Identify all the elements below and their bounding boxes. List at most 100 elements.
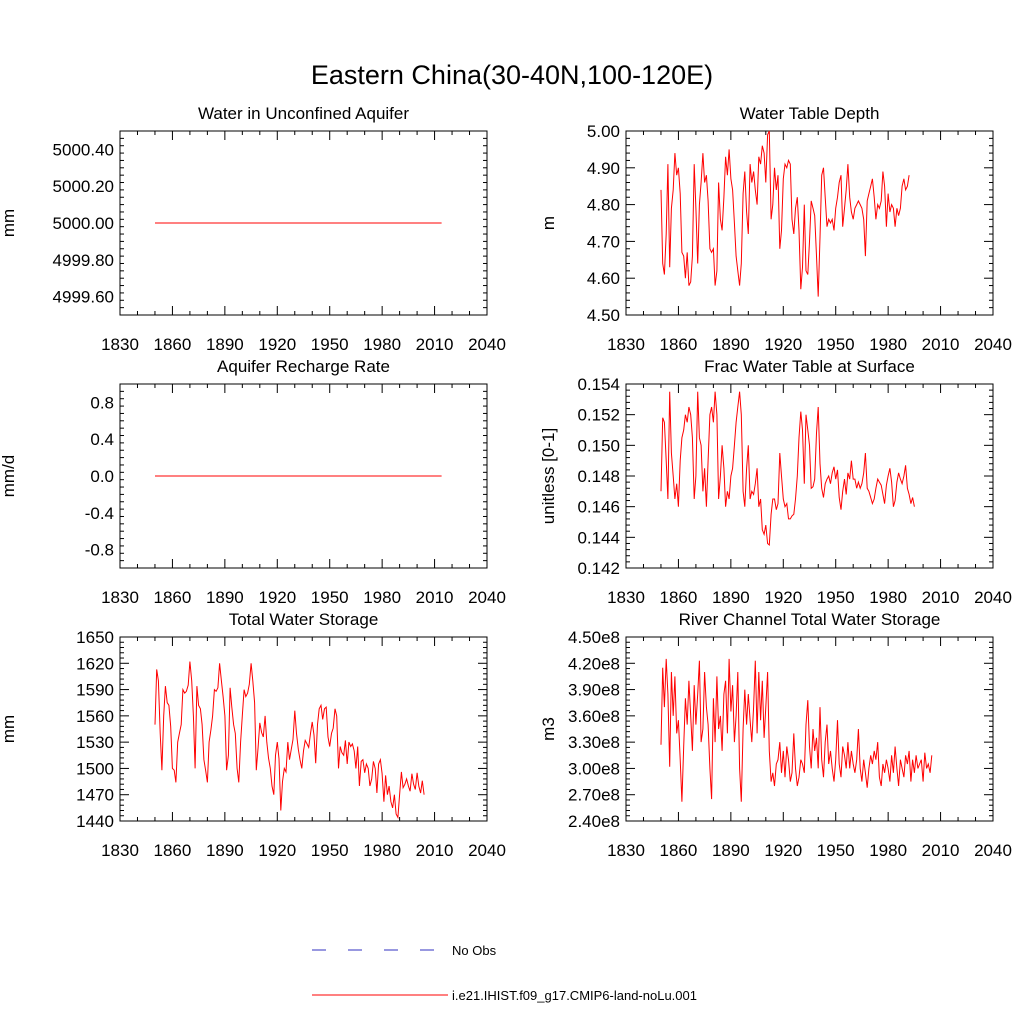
x-tick-label: 1860 [660,841,698,860]
x-tick-label: 1830 [101,335,139,354]
series-line [660,391,915,547]
legend-obs-label: No Obs [452,943,497,958]
panel-5: Total Water Storage mm 1830 1860 1890 1920 195… [0,610,506,860]
x-tick-label: 1980 [869,841,907,860]
x-tick-label: 1860 [154,335,192,354]
y-axis-label: mm/d [0,455,18,498]
x-tick-label: 1980 [363,335,401,354]
y-tick-label: 2.70e8 [568,786,620,805]
plot-frame [625,383,994,569]
panel-3: Aquifer Recharge Rate mm/d 1830 1860 1890 192… [0,357,506,607]
y-axis-label: mm [0,715,18,743]
y-tick-label: 5.00 [587,122,620,141]
y-tick-label: 0.144 [577,528,620,547]
y-tick-label: 4.20e8 [568,654,620,673]
y-tick-label: 3.60e8 [568,707,620,726]
y-tick-label: 3.00e8 [568,759,620,778]
x-tick-label: 1980 [363,841,401,860]
plot-frame [119,383,488,569]
y-tick-label: 1650 [76,628,114,647]
x-tick-label: 1890 [712,335,750,354]
x-tick-label: 1890 [206,588,244,607]
x-tick-label: 2040 [974,841,1012,860]
plot-frame [119,130,488,316]
y-axis-label: m3 [539,717,558,741]
y-tick-label: 3.90e8 [568,681,620,700]
panel-title: Water Table Depth [740,104,880,123]
panel-1: Water in Unconfined Aquifer mm 1830 1860 189… [0,104,506,354]
x-tick-label: 1920 [258,841,296,860]
y-tick-label: 0.150 [577,436,620,455]
series-line [660,658,933,802]
y-tick-label: 5000.40 [53,140,114,159]
panel-title: Water in Unconfined Aquifer [198,104,409,123]
y-tick-label: 1530 [76,733,114,752]
y-tick-label: 1620 [76,654,114,673]
panel-6: River Channel Total Water Storage m3 1830 1… [539,610,1012,860]
x-tick-label: 1860 [154,841,192,860]
y-tick-label: 0.4 [90,430,114,449]
y-tick-label: 1500 [76,759,114,778]
x-tick-label: 1830 [101,841,139,860]
y-tick-label: -0.8 [85,541,114,560]
x-tick-label: 1950 [311,841,349,860]
y-tick-label: 3.30e8 [568,733,620,752]
panel-title: River Channel Total Water Storage [679,610,941,629]
x-tick-label: 2040 [468,335,506,354]
figure-title: Eastern China(30-40N,100-120E) [311,60,713,90]
x-tick-label: 1830 [607,841,645,860]
y-tick-label: 0.8 [90,393,114,412]
series-line [660,130,910,297]
y-tick-label: 4.50e8 [568,628,620,647]
x-tick-label: 1860 [154,588,192,607]
y-tick-label: 4.50 [587,306,620,325]
x-tick-label: 1950 [817,588,855,607]
x-tick-label: 1860 [660,335,698,354]
y-tick-label: 0.0 [90,467,114,486]
legend-model-label: i.e21.IHIST.f09_g17.CMIP6-land-noLu.001 [452,988,697,1003]
x-tick-label: 1920 [258,588,296,607]
legend: No Obs i.e21.IHIST.f09_g17.CMIP6-land-no… [312,943,697,1003]
x-tick-label: 1830 [607,588,645,607]
plot-frame [625,636,994,822]
y-tick-label: 4999.60 [53,288,114,307]
y-tick-label: 4.70 [587,232,620,251]
panels-container: Water in Unconfined Aquifer mm 1830 1860 189… [0,104,1012,860]
panel-title: Aquifer Recharge Rate [217,357,390,376]
x-tick-label: 2010 [416,588,454,607]
series-line [154,661,425,820]
x-tick-label: 1830 [101,588,139,607]
y-tick-label: 5000.00 [53,214,114,233]
y-tick-label: 4.60 [587,269,620,288]
x-tick-label: 1920 [764,841,802,860]
x-tick-label: 2010 [416,335,454,354]
panel-title: Total Water Storage [229,610,379,629]
x-tick-label: 1980 [869,588,907,607]
x-tick-label: 2010 [922,841,960,860]
y-tick-label: 0.142 [577,559,620,578]
x-tick-label: 2040 [974,335,1012,354]
x-tick-label: 1950 [311,588,349,607]
y-axis-label: mm [0,209,18,237]
x-tick-label: 1830 [607,335,645,354]
y-tick-label: 1560 [76,707,114,726]
plot-frame [119,636,488,822]
x-tick-label: 1950 [817,335,855,354]
y-tick-label: -0.4 [85,504,114,523]
y-tick-label: 0.154 [577,375,620,394]
x-tick-label: 1890 [206,841,244,860]
x-tick-label: 1980 [363,588,401,607]
y-tick-label: 2.40e8 [568,812,620,831]
y-axis-label: unitless [0-1] [539,428,558,524]
x-tick-label: 1920 [764,588,802,607]
y-tick-label: 1440 [76,812,114,831]
x-tick-label: 2010 [922,335,960,354]
y-tick-label: 1470 [76,786,114,805]
y-tick-label: 4.80 [587,196,620,215]
x-tick-label: 1890 [206,335,244,354]
x-tick-label: 2040 [974,588,1012,607]
x-tick-label: 2010 [922,588,960,607]
x-tick-label: 1920 [764,335,802,354]
x-tick-label: 2040 [468,588,506,607]
